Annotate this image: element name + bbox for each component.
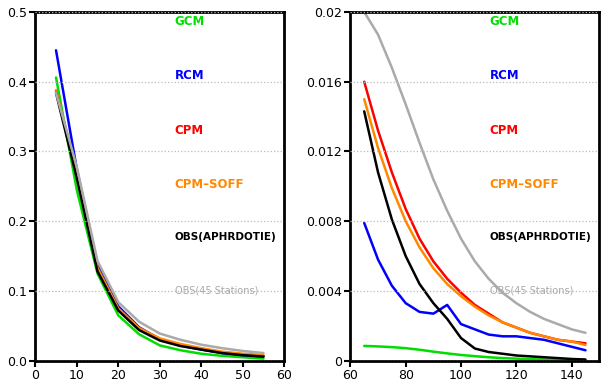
Text: CPM–SOFF: CPM–SOFF	[175, 178, 244, 191]
Text: CPM–SOFF: CPM–SOFF	[490, 178, 559, 191]
Text: OBS(45 Stations): OBS(45 Stations)	[175, 286, 258, 296]
Text: OBS(APHRDOTIE): OBS(APHRDOTIE)	[490, 232, 592, 242]
Text: OBS(45 Stations): OBS(45 Stations)	[490, 286, 573, 296]
Text: GCM: GCM	[490, 16, 520, 28]
Text: GCM: GCM	[175, 16, 205, 28]
Text: RCM: RCM	[490, 70, 519, 82]
Text: CPM: CPM	[175, 124, 204, 137]
Text: OBS(APHRDOTIE): OBS(APHRDOTIE)	[175, 232, 276, 242]
Text: CPM: CPM	[490, 124, 519, 137]
Text: RCM: RCM	[175, 70, 204, 82]
